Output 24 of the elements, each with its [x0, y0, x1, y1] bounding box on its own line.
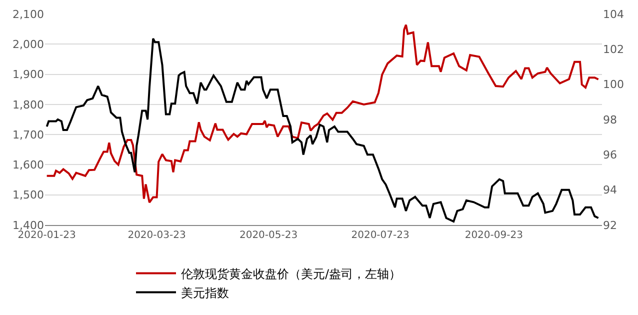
y2-tick-label: 102 [603, 43, 624, 56]
x-tick-label: 2020-03-23 [128, 230, 186, 241]
line-series [46, 38, 600, 222]
y-tick-label: 1,700 [12, 128, 44, 142]
legend-label: 伦敦现货黄金收盘价（美元/盎司，左轴） [181, 266, 402, 281]
x-tick-label: 2020-05-23 [239, 230, 298, 241]
y-tick-label: 1,500 [12, 188, 44, 202]
y2-tick-label: 92 [603, 218, 617, 232]
y-tick-label: 1,900 [12, 68, 44, 82]
x-tick-label: 2020-07-23 [351, 230, 410, 241]
x-tick-label: 2020-01-23 [18, 230, 76, 241]
y-tick-label: 1,800 [12, 98, 44, 112]
y2-tick-label: 94 [603, 184, 617, 197]
y-tick-label: 2,000 [12, 38, 44, 51]
x-tick-label: 2020-09-23 [464, 230, 523, 241]
line-series [46, 24, 600, 204]
y2-tick-label: 98 [603, 113, 617, 126]
legend-label: 美元指数 [181, 286, 229, 300]
y2-tick-label: 96 [603, 148, 617, 162]
y-tick-label: 1,600 [12, 158, 44, 172]
y2-tick-label: 100 [603, 78, 624, 92]
y-tick-label: 1,400 [12, 218, 44, 232]
y2-tick-label: 104 [603, 8, 624, 21]
y-tick-label: 2,100 [12, 8, 44, 21]
